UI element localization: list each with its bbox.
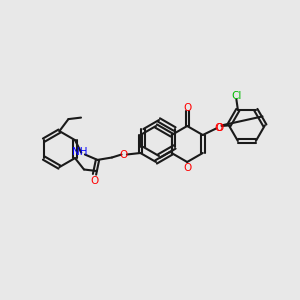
Text: O: O — [183, 164, 191, 173]
Text: O: O — [90, 176, 99, 186]
Text: Cl: Cl — [231, 91, 242, 101]
Text: O: O — [214, 123, 223, 133]
Text: O: O — [215, 123, 224, 133]
Text: O: O — [120, 151, 128, 160]
Text: O: O — [183, 103, 191, 113]
Text: NH: NH — [72, 147, 87, 157]
